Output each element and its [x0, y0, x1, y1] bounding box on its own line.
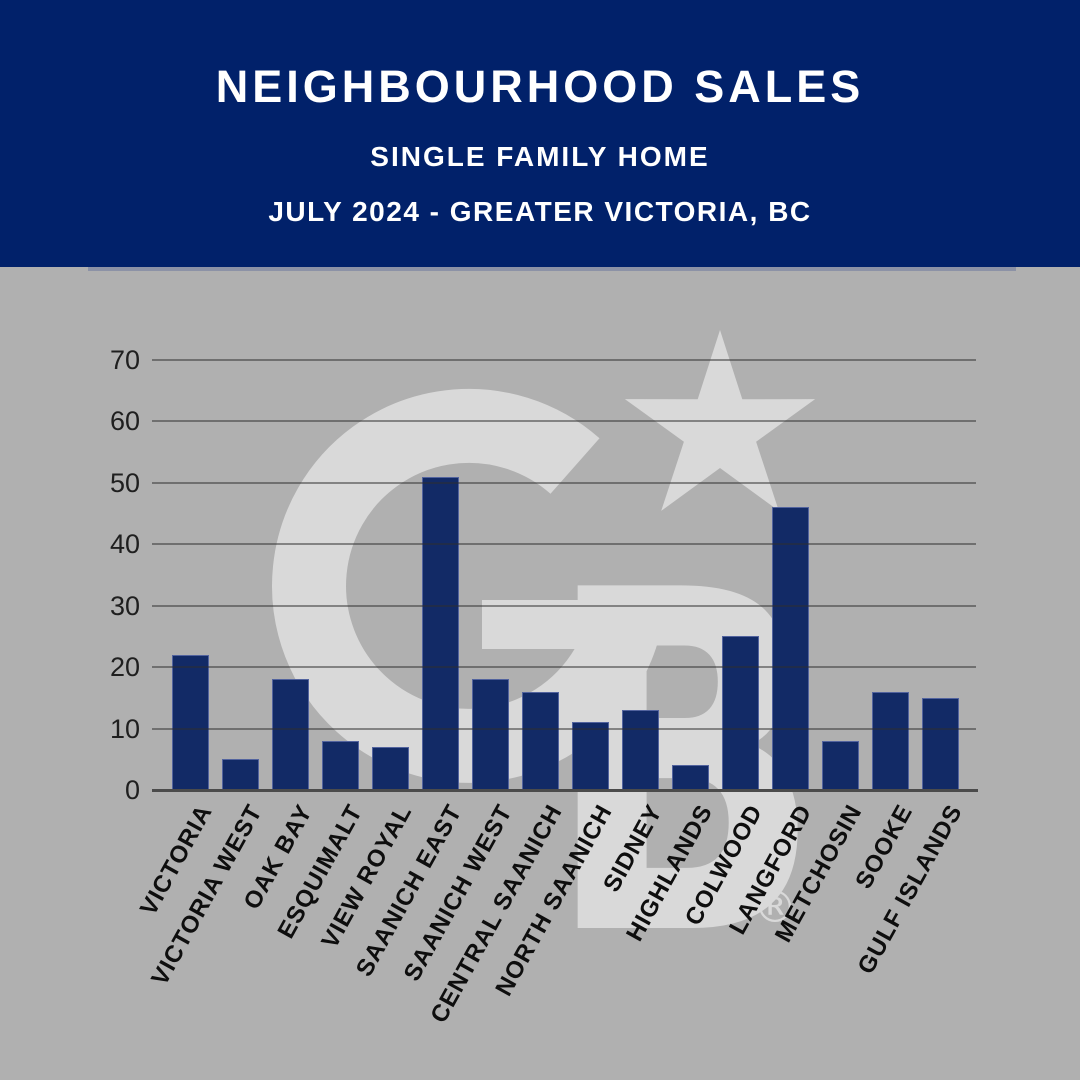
page-title: NEIGHBOURHOOD SALES	[215, 61, 865, 112]
bar-esquimalt	[321, 740, 359, 791]
bar-metchosin	[821, 740, 859, 791]
gridline-40	[152, 543, 976, 546]
bar-view-royal	[371, 747, 409, 791]
bar-gulf-islands	[921, 697, 959, 791]
header: NEIGHBOURHOOD SALES SINGLE FAMILY HOME J…	[0, 0, 1080, 267]
y-tick-label-10: 10	[109, 713, 140, 744]
y-tick-label-20: 20	[109, 652, 140, 683]
bar-saanich-west	[471, 679, 509, 791]
gridline-50	[152, 481, 976, 484]
registered-trademark: ®	[753, 882, 797, 933]
cb-monogram-g-bar	[482, 600, 634, 649]
bar-oak-bay	[271, 679, 309, 791]
bar-sooke	[871, 691, 909, 791]
bar-north-saanich	[571, 722, 609, 791]
y-tick-label-70: 70	[109, 345, 140, 375]
bar-central-saanich	[521, 691, 559, 791]
subtitle-property-type: SINGLE FAMILY HOME	[370, 141, 710, 172]
y-tick-label-40: 40	[109, 529, 140, 560]
bar-highlands	[671, 765, 709, 791]
bar-victoria	[171, 654, 209, 791]
subtitle-period-region: JULY 2024 - GREATER VICTORIA, BC	[268, 196, 812, 227]
cb-monogram-c-ring	[272, 388, 665, 783]
gridline-70	[152, 359, 976, 361]
y-tick-label-60: 60	[109, 406, 140, 437]
bar-langford	[771, 507, 809, 791]
bar-victoria-west	[221, 759, 259, 791]
y-tick-label-50: 50	[109, 467, 140, 498]
bar-sidney	[621, 710, 659, 791]
gridline-10	[152, 727, 976, 730]
gridline-30	[152, 604, 976, 607]
y-tick-label-0: 0	[124, 775, 140, 805]
header-shadow-line	[88, 267, 1016, 271]
gridline-60	[152, 420, 976, 423]
bar-colwood	[721, 636, 759, 791]
y-tick-label-30: 30	[109, 590, 140, 621]
x-axis-line	[152, 789, 978, 792]
gridline-20	[152, 666, 976, 669]
bar-saanich-east	[421, 476, 459, 791]
